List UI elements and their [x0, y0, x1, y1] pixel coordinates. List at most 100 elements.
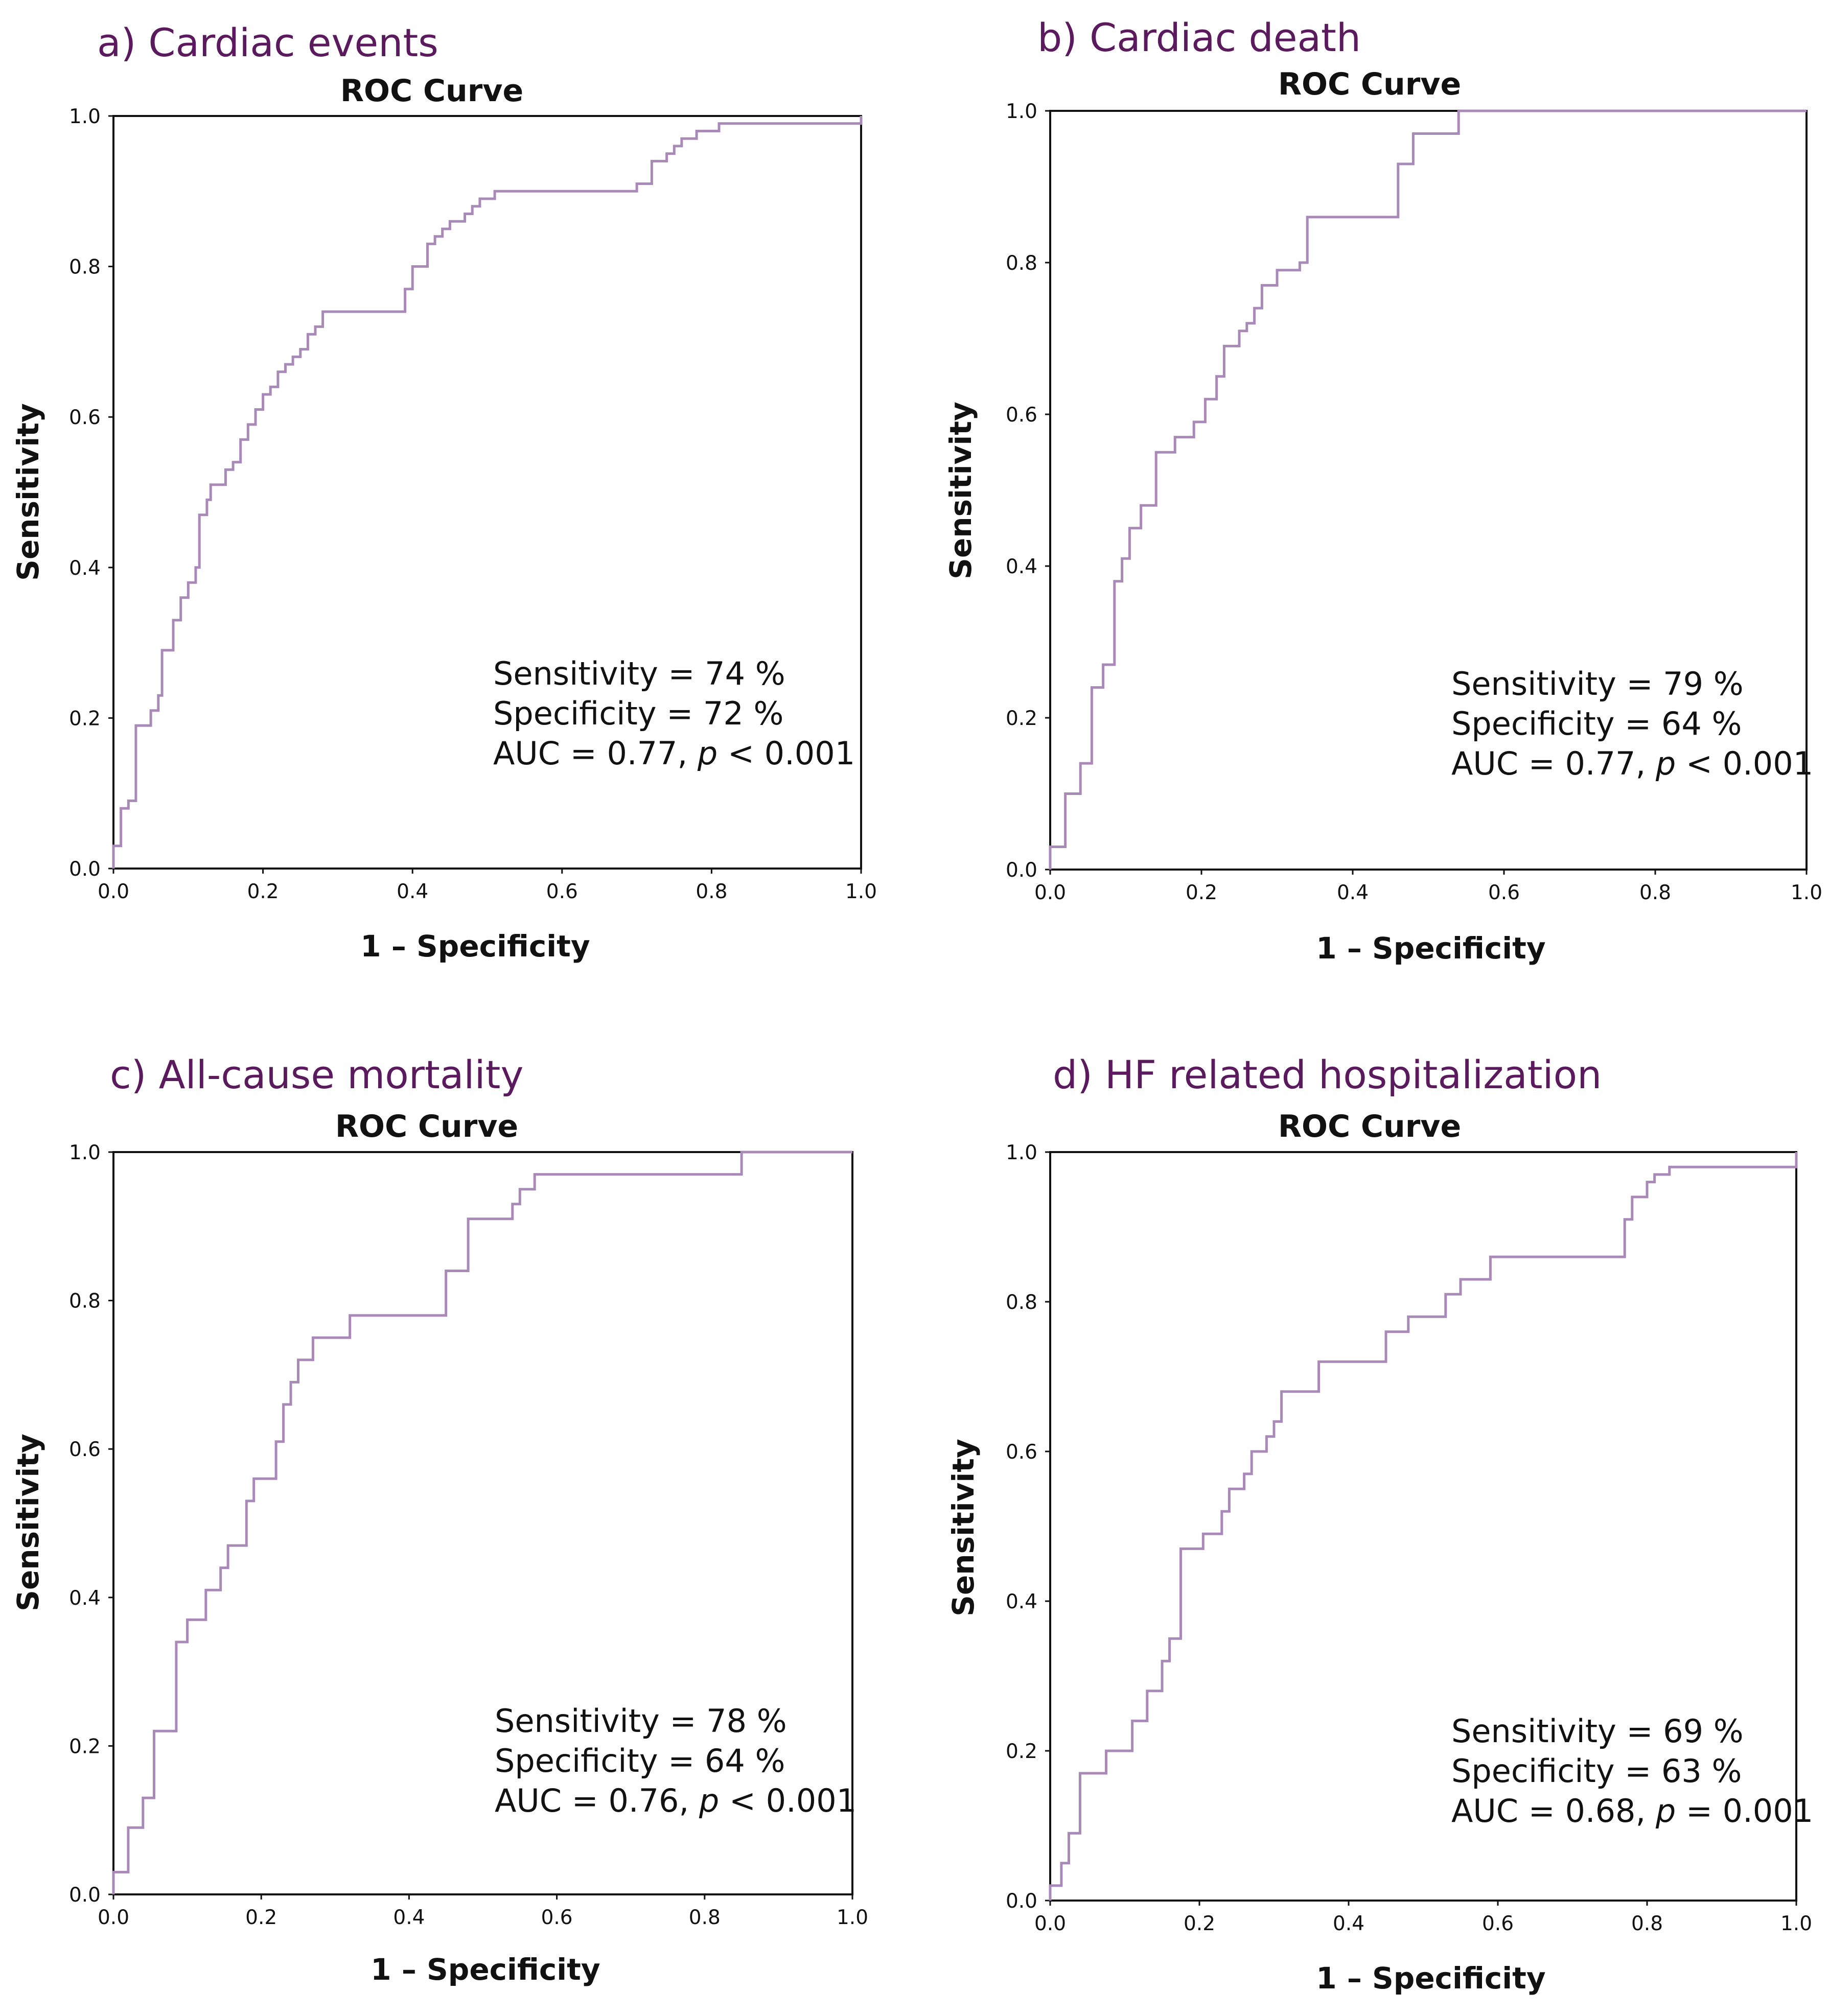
chart-0-y-tick-label: 0.4: [69, 557, 101, 580]
chart-2-p-value: < 0.001: [719, 1782, 856, 1819]
chart-1-panel: b) Cardiac death ROC Curve 0.0 0.2 0.4 0.6 0.8…: [943, 15, 1822, 966]
chart-3-x-tick-label: 1.0: [1780, 1912, 1812, 1935]
chart-0-x-axis-label: 1 – Specificity: [360, 929, 590, 964]
chart-1-auc-annotation: AUC = 0.77, p < 0.001: [1451, 745, 1813, 782]
chart-0-chart-title: ROC Curve: [340, 73, 523, 109]
chart-3-x-tick-label: 0.4: [1333, 1912, 1364, 1935]
chart-1-p-value: < 0.001: [1676, 745, 1813, 782]
chart-1-x-tick-label: 0.4: [1337, 881, 1369, 904]
chart-3-y-tick-label: 0.2: [1006, 1740, 1037, 1763]
chart-0-roc-series-line: [112, 116, 863, 869]
chart-1-p-symbol: p: [1655, 745, 1676, 782]
chart-0-y-tick-label: 0.2: [69, 707, 101, 730]
chart-2-x-tick-label: 0.8: [689, 1906, 721, 1929]
chart-1-y-axis-label: Sensitivity: [943, 402, 978, 579]
chart-0-panel: a) Cardiac events ROC Curve 0.0 0.2 0.4 0.6 0.…: [11, 20, 877, 964]
chart-2-y-tick-label: 0.0: [69, 1884, 101, 1907]
chart-0-auc-prefix: AUC = 0.77,: [493, 735, 698, 772]
chart-0-p-symbol: p: [697, 735, 717, 772]
chart-1-sensitivity-annotation: Sensitivity = 79 %: [1451, 665, 1744, 702]
chart-0-y-tick-label: 0.8: [69, 256, 101, 279]
chart-3-x-tick-label: 0.8: [1631, 1912, 1663, 1935]
chart-2-auc-prefix: AUC = 0.76,: [495, 1782, 699, 1819]
chart-2-roc-series-line: [112, 1151, 852, 1894]
chart-3-x-tick-label: 0.6: [1482, 1912, 1514, 1935]
chart-0-plot-area: [112, 115, 862, 870]
chart-2-y-tick-label: 0.2: [69, 1735, 101, 1758]
chart-0-specificity-annotation: Specificity = 72 %: [493, 695, 783, 732]
chart-3-y-tick-label: 1.0: [1006, 1141, 1037, 1164]
chart-3-y-tick-label: 0.8: [1006, 1291, 1037, 1314]
chart-3-auc-prefix: AUC = 0.68,: [1451, 1792, 1656, 1830]
chart-1-x-tick-label: 0.6: [1488, 881, 1520, 904]
chart-1-x-tick-label: 0.8: [1639, 881, 1671, 904]
chart-1-y-tick-label: 0.6: [1006, 404, 1037, 427]
chart-3-chart-title: ROC Curve: [1278, 1109, 1461, 1144]
chart-1-x-axis-label: 1 – Specificity: [1316, 931, 1545, 966]
chart-1-x-tick-label: 0.0: [1034, 881, 1066, 904]
chart-2-y-tick-label: 0.4: [69, 1587, 101, 1610]
chart-3-y-tick-label: 0.6: [1006, 1441, 1037, 1464]
chart-1-chart-title: ROC Curve: [1278, 66, 1461, 102]
chart-2-panel-title: c) All-cause mortality: [110, 1052, 523, 1097]
chart-3-specificity-annotation: Specificity = 63 %: [1451, 1752, 1742, 1790]
chart-3-auc-annotation: AUC = 0.68, p = 0.001: [1451, 1792, 1813, 1830]
chart-1-panel-title: b) Cardiac death: [1037, 15, 1361, 60]
chart-0-y-axis-label: Sensitivity: [11, 403, 45, 581]
chart-3-x-axis-label: 1 – Specificity: [1316, 1961, 1545, 1996]
chart-0-x-tick-label: 0.2: [247, 880, 279, 903]
chart-1-specificity-annotation: Specificity = 64 %: [1451, 705, 1742, 742]
chart-2-chart-title: ROC Curve: [335, 1109, 518, 1144]
chart-0-p-value: < 0.001: [717, 735, 855, 772]
chart-0-x-tick-label: 0.8: [696, 880, 727, 903]
chart-1-y-tick-label: 0.2: [1006, 707, 1037, 730]
chart-1-auc-prefix: AUC = 0.77,: [1451, 745, 1656, 782]
chart-0-x-tick-label: 0.6: [546, 880, 578, 903]
chart-2-p-symbol: p: [699, 1782, 719, 1819]
chart-3-p-symbol: p: [1655, 1792, 1676, 1830]
chart-3-roc-series-line: [1049, 1152, 1798, 1901]
chart-3-x-tick-label: 0.0: [1034, 1912, 1066, 1935]
chart-2-x-tick-label: 0.4: [393, 1906, 425, 1929]
chart-2-y-axis-label: Sensitivity: [11, 1434, 45, 1611]
chart-1-y-tick-label: 0.0: [1006, 859, 1037, 882]
chart-3-y-tick-label: 0.0: [1006, 1890, 1037, 1913]
chart-2-x-tick-label: 1.0: [837, 1906, 868, 1929]
chart-2-plot-area: [112, 1151, 853, 1895]
chart-0-auc-annotation: AUC = 0.77, p < 0.001: [493, 735, 855, 772]
chart-2-x-axis-label: 1 – Specificity: [371, 1952, 600, 1987]
chart-2-x-tick-label: 0.0: [98, 1906, 129, 1929]
chart-1-plot-area: [1049, 110, 1808, 871]
chart-1-y-tick-label: 0.8: [1006, 252, 1037, 275]
chart-2-panel: c) All-cause mortality ROC Curve 0.0 0.2 0.4…: [11, 1052, 868, 1987]
chart-3-y-tick-label: 0.4: [1006, 1590, 1037, 1613]
chart-0-x-tick-label: 0.0: [98, 880, 129, 903]
chart-2-y-tick-label: 1.0: [69, 1141, 101, 1164]
chart-3-panel: d) HF related hospitalization ROC Curve 0.…: [946, 1052, 1813, 1996]
chart-3-plot-area: [1049, 1151, 1797, 1902]
chart-2-y-tick-label: 0.6: [69, 1438, 101, 1461]
chart-2-sensitivity-annotation: Sensitivity = 78 %: [495, 1702, 787, 1740]
chart-1-roc-series-line: [1049, 109, 1807, 870]
chart-0-sensitivity-annotation: Sensitivity = 74 %: [493, 655, 785, 692]
chart-1-x-tick-label: 0.2: [1186, 881, 1217, 904]
chart-0-y-tick-label: 0.0: [69, 858, 101, 881]
chart-1-y-tick-label: 0.4: [1006, 555, 1037, 578]
chart-3-p-value: = 0.001: [1676, 1792, 1813, 1830]
chart-3-x-tick-label: 0.2: [1184, 1912, 1215, 1935]
chart-3-y-axis-label: Sensitivity: [946, 1439, 981, 1616]
chart-3-sensitivity-annotation: Sensitivity = 69 %: [1451, 1713, 1744, 1750]
chart-0-x-tick-label: 1.0: [845, 880, 877, 903]
chart-2-y-tick-label: 0.8: [69, 1290, 101, 1313]
chart-0-y-tick-label: 1.0: [69, 105, 101, 128]
chart-0-y-tick-label: 0.6: [69, 406, 101, 429]
chart-2-x-tick-label: 0.6: [541, 1906, 573, 1929]
chart-0-x-tick-label: 0.4: [397, 880, 428, 903]
chart-2-specificity-annotation: Specificity = 64 %: [495, 1742, 785, 1779]
chart-3-panel-title: d) HF related hospitalization: [1053, 1052, 1602, 1097]
chart-1-y-tick-label: 1.0: [1006, 100, 1037, 123]
chart-1-x-tick-label: 1.0: [1791, 881, 1822, 904]
chart-2-auc-annotation: AUC = 0.76, p < 0.001: [495, 1782, 856, 1819]
chart-2-x-tick-label: 0.2: [245, 1906, 277, 1929]
